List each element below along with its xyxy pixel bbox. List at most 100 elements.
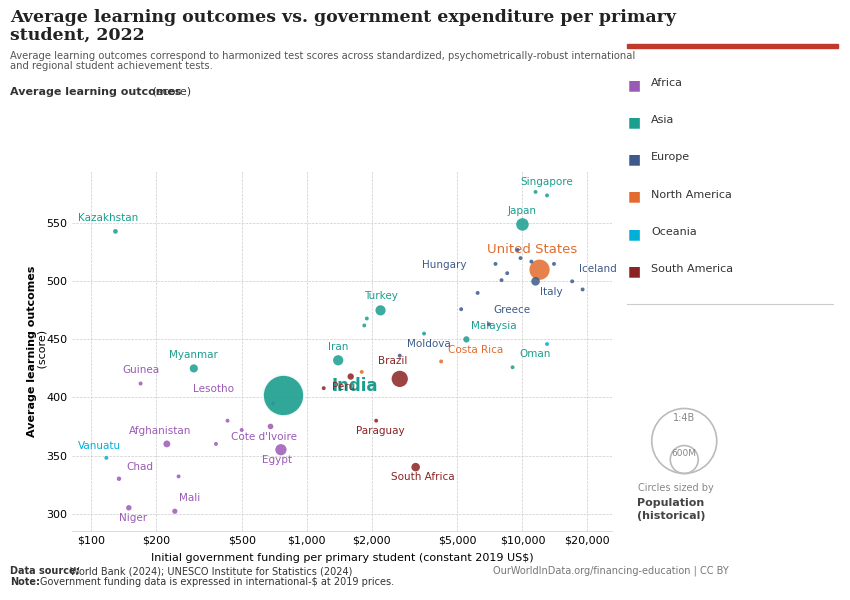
Point [209,439,223,449]
Text: Italy: Italy [540,287,563,296]
Text: India: India [332,377,378,395]
Point [409,463,422,472]
Point [460,335,473,344]
Text: in Data: in Data [707,29,758,41]
Point [471,288,484,298]
Point [511,245,524,255]
Point [501,268,514,278]
Text: Niger: Niger [119,513,147,523]
Text: ■: ■ [627,115,640,129]
Text: Malaysia: Malaysia [471,321,516,331]
Point [355,367,369,377]
Text: Kazakhstan: Kazakhstan [78,213,139,223]
Text: Brazil: Brazil [378,356,407,367]
Point [275,445,288,455]
Point [187,364,201,373]
Text: 1:4B: 1:4B [673,413,695,424]
Point [393,374,406,383]
Text: ■: ■ [627,264,640,278]
Text: Cote d'Ivoire: Cote d'Ivoire [230,432,297,442]
X-axis label: Initial government funding per primary student (constant 2019 US$): Initial government funding per primary s… [150,553,534,563]
Text: Average learning outcomes vs. government expenditure per primary: Average learning outcomes vs. government… [10,9,677,26]
Point [565,277,579,286]
Point [317,383,331,393]
Point [358,320,371,330]
Point [370,416,383,425]
Text: South America: South America [651,264,734,274]
Point [547,259,561,269]
Text: and regional student achievement tests.: and regional student achievement tests. [10,61,213,71]
Text: Singapore: Singapore [521,177,574,187]
Text: Hungary: Hungary [422,260,467,271]
Text: Asia: Asia [651,115,675,125]
Point [524,257,538,266]
Text: OurWorldInData.org/financing-education | CC BY: OurWorldInData.org/financing-education |… [493,565,728,576]
Text: Peru: Peru [332,382,355,392]
Text: (historical): (historical) [638,511,706,521]
Text: 600M: 600M [672,449,697,458]
Point [276,391,290,400]
Point [235,425,248,435]
Text: Population: Population [638,498,705,508]
Text: Note:: Note: [10,577,40,587]
Point [575,284,589,294]
Text: Oman: Oman [519,349,551,359]
Text: ■: ■ [627,227,640,241]
Text: Moldova: Moldova [406,339,451,349]
Point [529,277,542,286]
Text: Lesotho: Lesotho [193,383,235,394]
Point [533,265,547,275]
Text: Circles sized by: Circles sized by [638,483,713,493]
Point [109,227,122,236]
Text: Afghanistan: Afghanistan [128,425,191,436]
Point [332,355,345,365]
Point [344,372,358,382]
Point [541,339,554,349]
Text: Average learning outcomes correspond to harmonized test scores across standardiz: Average learning outcomes correspond to … [10,51,636,61]
Text: Greece: Greece [493,305,530,314]
Text: Guinea: Guinea [122,365,159,375]
Point [168,506,182,516]
Point [516,220,530,229]
Point [133,379,147,388]
Text: Oceania: Oceania [651,227,697,237]
Text: Europe: Europe [651,152,690,163]
Point [374,305,388,315]
Point [160,439,173,449]
Text: ■: ■ [627,190,640,203]
Point [513,253,527,263]
Text: Average learning outcomes: Average learning outcomes [26,265,37,437]
Text: Government funding data is expressed in international-$ at 2019 prices.: Government funding data is expressed in … [40,577,394,587]
Point [434,356,448,366]
Text: Turkey: Turkey [364,290,398,301]
Text: Japan: Japan [508,206,537,216]
Point [122,503,136,512]
Text: Egypt: Egypt [262,455,292,465]
Text: United States: United States [487,243,578,256]
Text: Myanmar: Myanmar [169,350,218,360]
Point [172,472,185,481]
Bar [627,44,838,48]
Point [482,319,496,329]
Text: North America: North America [651,190,732,200]
Point [112,474,126,484]
Text: Africa: Africa [651,78,683,88]
Text: South Africa: South Africa [391,472,455,482]
Point [417,329,431,338]
Point [506,362,519,372]
Point [360,314,374,323]
Point [495,275,508,285]
Point [266,398,280,408]
Point [393,351,406,361]
Text: (score): (score) [149,87,191,97]
Text: (score): (score) [37,330,48,372]
Point [489,259,502,269]
Text: Our World: Our World [697,10,768,23]
Point [529,187,542,197]
Point [221,416,235,425]
Text: Chad: Chad [126,462,153,472]
Point [541,191,554,200]
Text: Mali: Mali [179,493,201,503]
Text: student, 2022: student, 2022 [10,27,144,44]
Text: Iran: Iran [328,342,348,352]
